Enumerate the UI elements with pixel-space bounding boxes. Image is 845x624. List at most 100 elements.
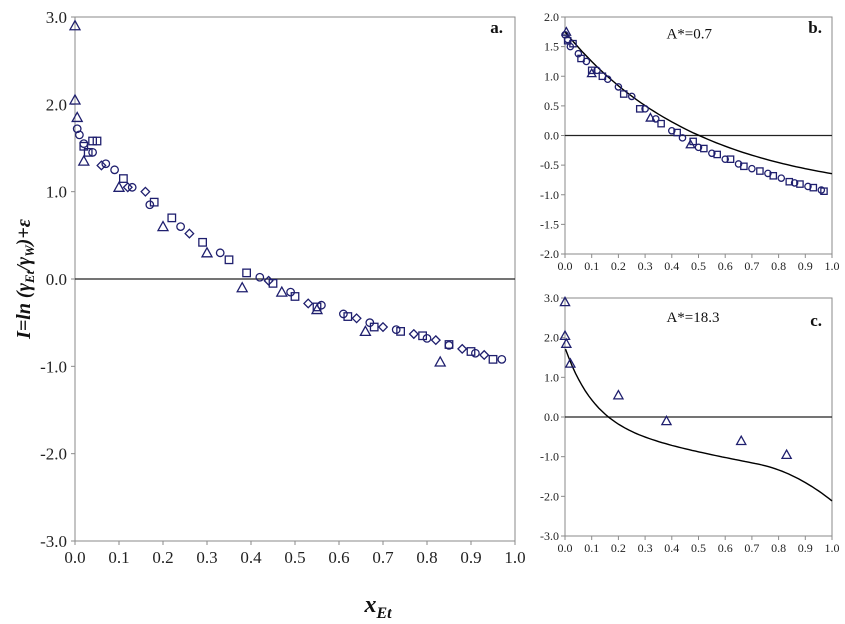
x-axis-title-main: x: [363, 592, 376, 618]
data-point-triangle: [559, 329, 571, 341]
x-tick-label: 0.7: [372, 548, 394, 567]
data-point-diamond: [184, 228, 195, 239]
data-point-circle: [790, 179, 799, 187]
fit-curve: [564, 31, 833, 175]
data-point-square: [598, 72, 607, 81]
x-tick-label: 0.7: [744, 259, 759, 273]
data-point-diamond: [351, 313, 362, 324]
y-tick-label: -2.0: [40, 445, 67, 464]
data-point-circle: [694, 143, 703, 152]
data-point-circle: [110, 165, 119, 175]
data-point-triangle: [434, 355, 447, 367]
data-point-circle: [678, 134, 687, 142]
y-tick-label: 2.0: [544, 10, 559, 24]
data-point-diamond: [430, 334, 441, 346]
data-point-diamond: [479, 349, 490, 361]
data-point-triangle: [71, 111, 84, 123]
x-tick-label: 0.2: [611, 259, 626, 273]
data-point-circle: [734, 160, 743, 168]
x-tick-label: 0.0: [64, 548, 85, 567]
fit-curve: [564, 348, 833, 502]
y-axis-title-part: /γ: [13, 256, 35, 273]
y-tick-label: 0.0: [46, 270, 67, 289]
data-point-diamond: [263, 275, 274, 286]
data-point-circle: [593, 66, 601, 75]
data-point-square: [88, 136, 97, 146]
y-tick-label: 2.0: [46, 95, 67, 114]
y-tick-label: 2.0: [544, 331, 559, 345]
data-point-square: [466, 347, 476, 356]
y-axis-title-part: )+ε: [13, 218, 35, 247]
y-tick-label: -1.0: [40, 357, 67, 376]
x-tick-label: 1.0: [825, 541, 840, 555]
y-tick-label: -1.5: [540, 217, 559, 231]
data-point-square: [290, 292, 300, 301]
data-point-square: [726, 155, 735, 164]
data-point-square: [369, 322, 379, 332]
data-point-triangle: [200, 246, 214, 258]
data-point-diamond: [303, 298, 314, 309]
y-tick-label: 3.0: [46, 8, 67, 27]
chart-panel-c: 3.02.01.00.0-1.0-2.0-3.00.0 0.1 0.2 0.3 0.4 0…: [540, 291, 840, 555]
data-point-square: [444, 340, 454, 349]
data-point-square: [635, 105, 644, 113]
x-tick-label: 0.9: [798, 259, 813, 273]
data-point-triangle: [612, 389, 625, 400]
y-axis-title-part: I=ln (γ: [13, 282, 35, 340]
panel-label: b.: [808, 18, 822, 37]
y-axis-title-part: Et: [22, 270, 37, 284]
x-tick-label: 0.1: [584, 541, 599, 555]
x-tick-label: 1.0: [825, 259, 840, 273]
chart-panel-a: 3.02.01.00.0-1.0-2.0-3.00.0 0.1 0.2 0.3 0.4 0…: [40, 8, 526, 567]
y-tick-label: -1.0: [540, 188, 559, 202]
data-point-circle: [255, 272, 265, 282]
x-tick-label: 0.2: [152, 548, 173, 567]
data-point-triangle: [112, 180, 126, 192]
data-point-circle: [667, 126, 676, 135]
x-tick-label: 1.0: [504, 548, 525, 567]
data-point-circle: [101, 159, 111, 169]
data-point-square: [756, 167, 764, 175]
panel-label: a.: [490, 18, 503, 37]
y-tick-label: 1.0: [544, 69, 559, 83]
data-point-circle: [777, 174, 786, 182]
x-tick-label: 0.1: [584, 259, 599, 273]
x-tick-label: 0.8: [771, 541, 786, 555]
y-tick-label: -2.0: [540, 489, 559, 503]
x-axis-title-sub: Et: [375, 605, 392, 622]
data-point-circle: [176, 222, 186, 232]
data-point-square: [673, 128, 681, 137]
x-tick-label: 0.4: [664, 259, 679, 273]
panel-label: c.: [810, 311, 822, 330]
x-tick-label: 0.5: [284, 548, 305, 567]
data-point-square: [740, 162, 748, 171]
data-point-circle: [627, 92, 636, 101]
data-point-square: [396, 326, 406, 336]
data-point-triangle: [236, 281, 249, 293]
data-point-circle: [215, 248, 225, 258]
y-tick-label: 1.5: [544, 40, 559, 54]
y-tick-label: -3.0: [40, 532, 67, 551]
data-point-diamond: [140, 186, 151, 197]
data-point-triangle: [359, 325, 372, 337]
data-point-square: [820, 187, 828, 195]
data-point-circle: [804, 182, 812, 191]
x-tick-label: 0.6: [718, 259, 733, 273]
y-axis-title: I=ln (γEt/γW)+ε: [13, 218, 37, 340]
data-point-circle: [614, 83, 623, 91]
x-tick-label: 0.8: [416, 548, 437, 567]
y-tick-label: -3.0: [540, 529, 559, 543]
x-tick-label: 0.4: [664, 541, 679, 555]
data-point-circle: [72, 124, 82, 134]
data-point-square: [83, 147, 93, 157]
data-point-circle: [75, 130, 84, 140]
x-tick-label: 0.6: [718, 541, 733, 555]
x-tick-label: 0.2: [611, 541, 626, 555]
data-point-square: [268, 278, 278, 288]
data-point-square: [92, 136, 102, 146]
data-point-square: [119, 174, 128, 183]
data-point-square: [657, 119, 665, 128]
data-point-square: [198, 237, 208, 247]
y-tick-label: -1.0: [540, 450, 559, 464]
y-tick-label: 1.0: [544, 370, 559, 384]
